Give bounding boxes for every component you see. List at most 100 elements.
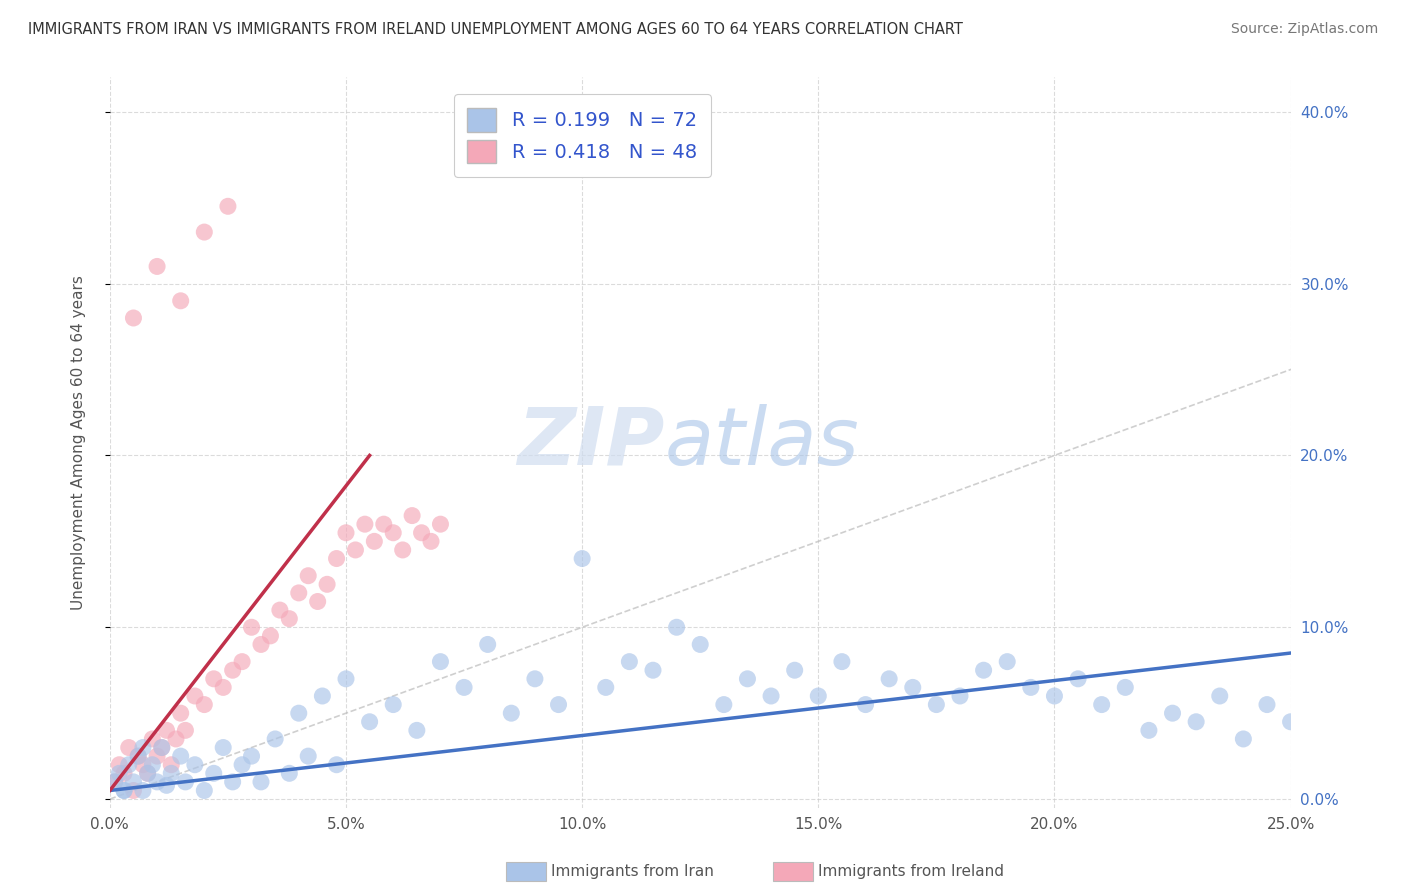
Point	[250, 775, 273, 789]
Point	[132, 740, 155, 755]
Point	[1091, 698, 1114, 712]
Point	[170, 706, 193, 721]
Point	[155, 778, 177, 792]
Point	[925, 698, 948, 712]
Point	[1185, 714, 1208, 729]
Point	[411, 525, 433, 540]
Point	[170, 293, 193, 308]
Point	[136, 766, 159, 780]
Point	[1232, 731, 1254, 746]
Point	[136, 766, 159, 780]
Point	[335, 525, 357, 540]
Text: ZIP: ZIP	[517, 403, 665, 482]
Point	[287, 706, 309, 721]
Point	[165, 731, 187, 746]
Point	[108, 757, 131, 772]
Point	[127, 749, 149, 764]
Point	[108, 766, 131, 780]
Point	[689, 637, 711, 651]
Point	[1067, 672, 1090, 686]
Point	[155, 723, 177, 738]
Point	[783, 663, 806, 677]
Point	[174, 775, 197, 789]
Point	[429, 517, 451, 532]
Point	[160, 766, 183, 780]
Point	[382, 525, 405, 540]
Point	[231, 757, 253, 772]
Point	[641, 663, 664, 677]
Point	[1256, 698, 1278, 712]
Text: atlas: atlas	[665, 403, 859, 482]
Point	[405, 723, 427, 738]
Point	[146, 260, 169, 274]
Point	[363, 534, 385, 549]
Point	[118, 740, 141, 755]
Point	[127, 749, 149, 764]
Point	[297, 749, 319, 764]
Point	[1043, 689, 1066, 703]
Point	[619, 655, 641, 669]
Point	[132, 783, 155, 797]
Point	[759, 689, 782, 703]
Point	[901, 681, 924, 695]
Point	[221, 775, 243, 789]
Point	[103, 775, 125, 789]
Point	[231, 655, 253, 669]
Point	[212, 740, 235, 755]
Point	[160, 757, 183, 772]
Point	[150, 740, 173, 755]
Text: Immigrants from Ireland: Immigrants from Ireland	[818, 864, 1004, 879]
Point	[325, 551, 347, 566]
Point	[297, 568, 319, 582]
Point	[174, 723, 197, 738]
Point	[995, 655, 1018, 669]
Point	[429, 655, 451, 669]
Point	[665, 620, 688, 634]
Point	[307, 594, 329, 608]
Point	[877, 672, 900, 686]
Point	[141, 757, 163, 772]
Point	[122, 783, 145, 797]
Point	[354, 517, 377, 532]
Point	[311, 689, 333, 703]
Point	[391, 543, 413, 558]
Point	[737, 672, 759, 686]
Point	[217, 199, 239, 213]
Point	[250, 637, 273, 651]
Point	[122, 310, 145, 325]
Point	[855, 698, 877, 712]
Point	[212, 681, 235, 695]
Point	[112, 783, 135, 797]
Point	[141, 731, 163, 746]
Point	[316, 577, 339, 591]
Point	[259, 629, 281, 643]
Point	[112, 783, 135, 797]
Point	[335, 672, 357, 686]
Point	[112, 766, 135, 780]
Point	[359, 714, 381, 729]
Point	[193, 783, 215, 797]
Point	[595, 681, 617, 695]
Point	[344, 543, 367, 558]
Point	[1209, 689, 1232, 703]
Point	[571, 551, 593, 566]
Point	[1137, 723, 1160, 738]
Y-axis label: Unemployment Among Ages 60 to 64 years: Unemployment Among Ages 60 to 64 years	[72, 275, 86, 610]
Point	[373, 517, 395, 532]
Point	[453, 681, 475, 695]
Point	[184, 757, 207, 772]
Point	[278, 612, 301, 626]
Text: Immigrants from Iran: Immigrants from Iran	[551, 864, 714, 879]
Point	[831, 655, 853, 669]
Text: IMMIGRANTS FROM IRAN VS IMMIGRANTS FROM IRELAND UNEMPLOYMENT AMONG AGES 60 TO 64: IMMIGRANTS FROM IRAN VS IMMIGRANTS FROM …	[28, 22, 963, 37]
Point	[264, 731, 287, 746]
Legend: R = 0.199   N = 72, R = 0.418   N = 48: R = 0.199 N = 72, R = 0.418 N = 48	[454, 95, 710, 177]
Point	[477, 637, 499, 651]
Point	[325, 757, 347, 772]
Text: Source: ZipAtlas.com: Source: ZipAtlas.com	[1230, 22, 1378, 37]
Point	[547, 698, 569, 712]
Point	[170, 749, 193, 764]
Point	[420, 534, 443, 549]
Point	[202, 766, 225, 780]
Point	[132, 757, 155, 772]
